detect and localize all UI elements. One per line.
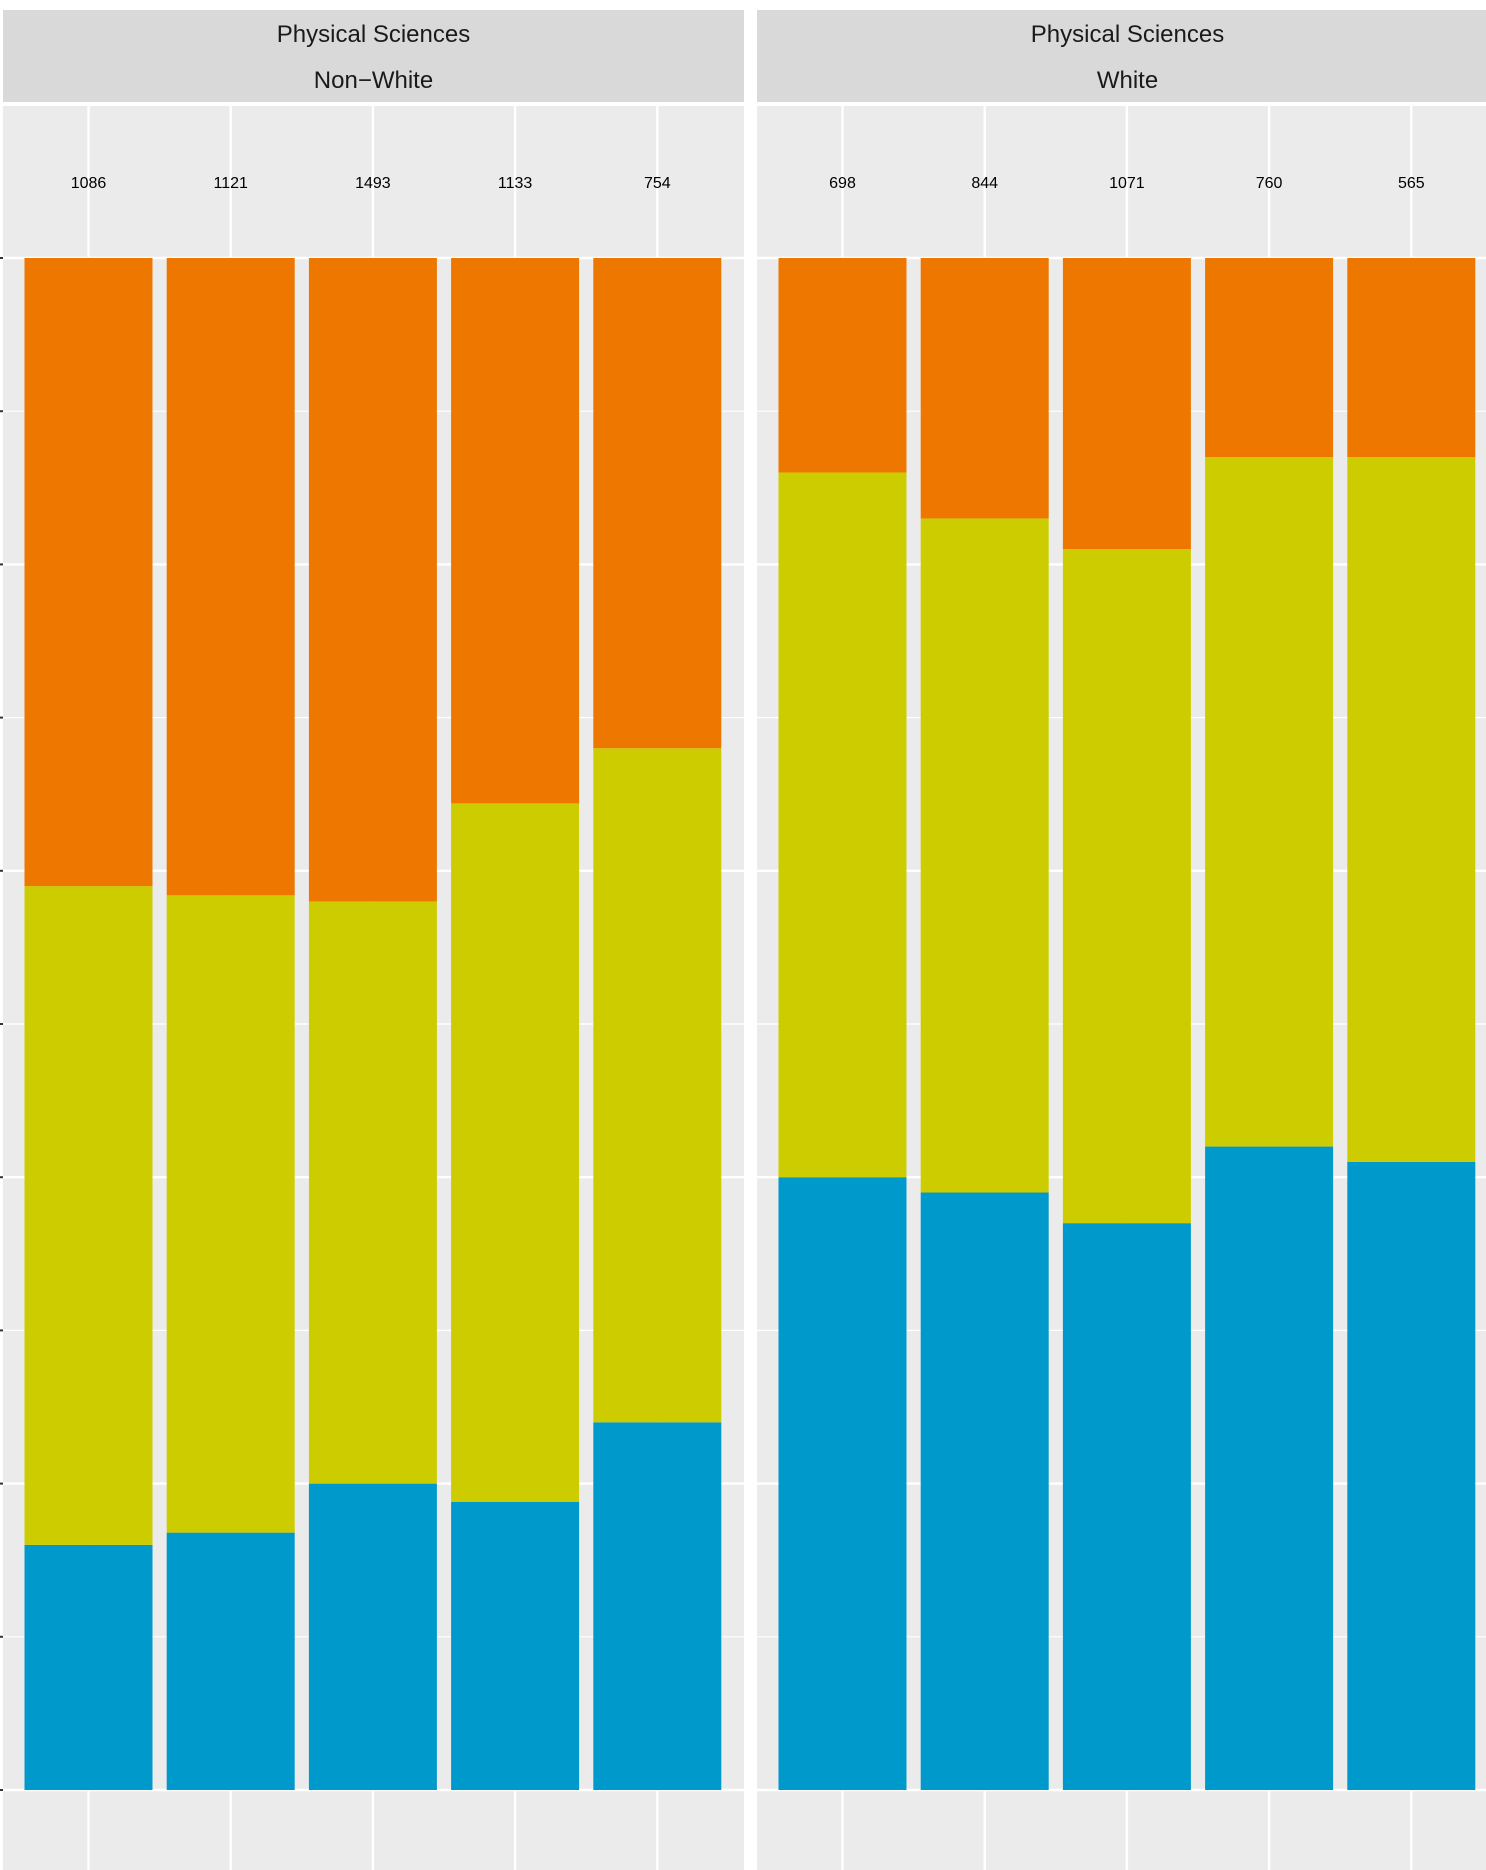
stacked-bar-1 — [778, 258, 907, 1790]
bar-segment-3 — [593, 258, 722, 749]
facet-strip-label-top: Physical Sciences — [1031, 21, 1224, 48]
facet-panel-2: Physical Sciences White 698 844 1071 760 565 — [757, 10, 1486, 1870]
bar-count-label: 565 — [1398, 175, 1425, 192]
bar-segment-1 — [1205, 1146, 1334, 1790]
bar-segment-2 — [778, 472, 907, 1178]
bar-count-label: 1121 — [213, 175, 248, 192]
bar-segment-1 — [920, 1192, 1049, 1790]
bar-segment-1 — [1347, 1161, 1476, 1790]
bar-segment-1 — [166, 1532, 295, 1790]
bar-count-label: 1493 — [355, 175, 391, 192]
bar-count-label: 1071 — [1109, 175, 1145, 192]
bar-count-label: 844 — [971, 175, 998, 192]
bar-segment-2 — [166, 895, 295, 1533]
stacked-bar-3 — [308, 258, 437, 1790]
stacked-bar-4 — [1205, 258, 1334, 1790]
bar-segment-3 — [308, 258, 437, 902]
bar-count-label: 760 — [1256, 175, 1283, 192]
bar-segment-2 — [308, 901, 437, 1484]
stacked-bar-5 — [1347, 258, 1476, 1790]
stacked-bar-2 — [166, 258, 295, 1790]
bar-segment-1 — [308, 1483, 437, 1790]
bar-segment-2 — [920, 518, 1049, 1193]
bar-segment-2 — [451, 803, 580, 1502]
bar-segment-1 — [778, 1177, 907, 1790]
stacked-bar-5 — [593, 258, 722, 1790]
bar-segment-3 — [920, 258, 1049, 519]
facet-strip — [757, 10, 1486, 102]
bar-segment-3 — [1062, 258, 1191, 550]
bar-segment-1 — [451, 1501, 580, 1790]
stacked-bar-3 — [1062, 258, 1191, 1790]
bar-segment-3 — [24, 258, 153, 887]
facet-strip — [3, 10, 744, 102]
bar-count-label: 754 — [644, 175, 671, 192]
facet-panel-1: Physical Sciences Non−White 1086 1121 1493 11… — [3, 10, 744, 1870]
bar-segment-2 — [24, 886, 153, 1545]
bar-count-label: 1133 — [498, 175, 533, 192]
facet-strip-label-top: Physical Sciences — [277, 21, 470, 48]
bar-count-label: 1086 — [71, 175, 107, 192]
bar-segment-2 — [1062, 549, 1191, 1224]
facet-strip-label-bottom: White — [1097, 67, 1158, 94]
bar-segment-3 — [778, 258, 907, 473]
y-axis — [0, 257, 3, 1791]
bar-segment-3 — [1205, 258, 1334, 458]
bar-segment-3 — [451, 258, 580, 804]
facet-strip-label-bottom: Non−White — [314, 67, 433, 94]
bar-segment-1 — [593, 1422, 722, 1790]
bar-segment-2 — [1347, 457, 1476, 1162]
bar-segment-2 — [1205, 457, 1334, 1147]
stacked-bar-2 — [920, 258, 1049, 1790]
bar-segment-2 — [593, 748, 722, 1423]
stacked-bar-4 — [451, 258, 580, 1790]
bar-count-label: 698 — [829, 175, 856, 192]
bar-segment-3 — [166, 258, 295, 896]
bar-segment-1 — [24, 1544, 153, 1790]
bar-segment-3 — [1347, 258, 1476, 458]
bar-segment-1 — [1062, 1223, 1191, 1790]
stacked-bar-1 — [24, 258, 153, 1790]
